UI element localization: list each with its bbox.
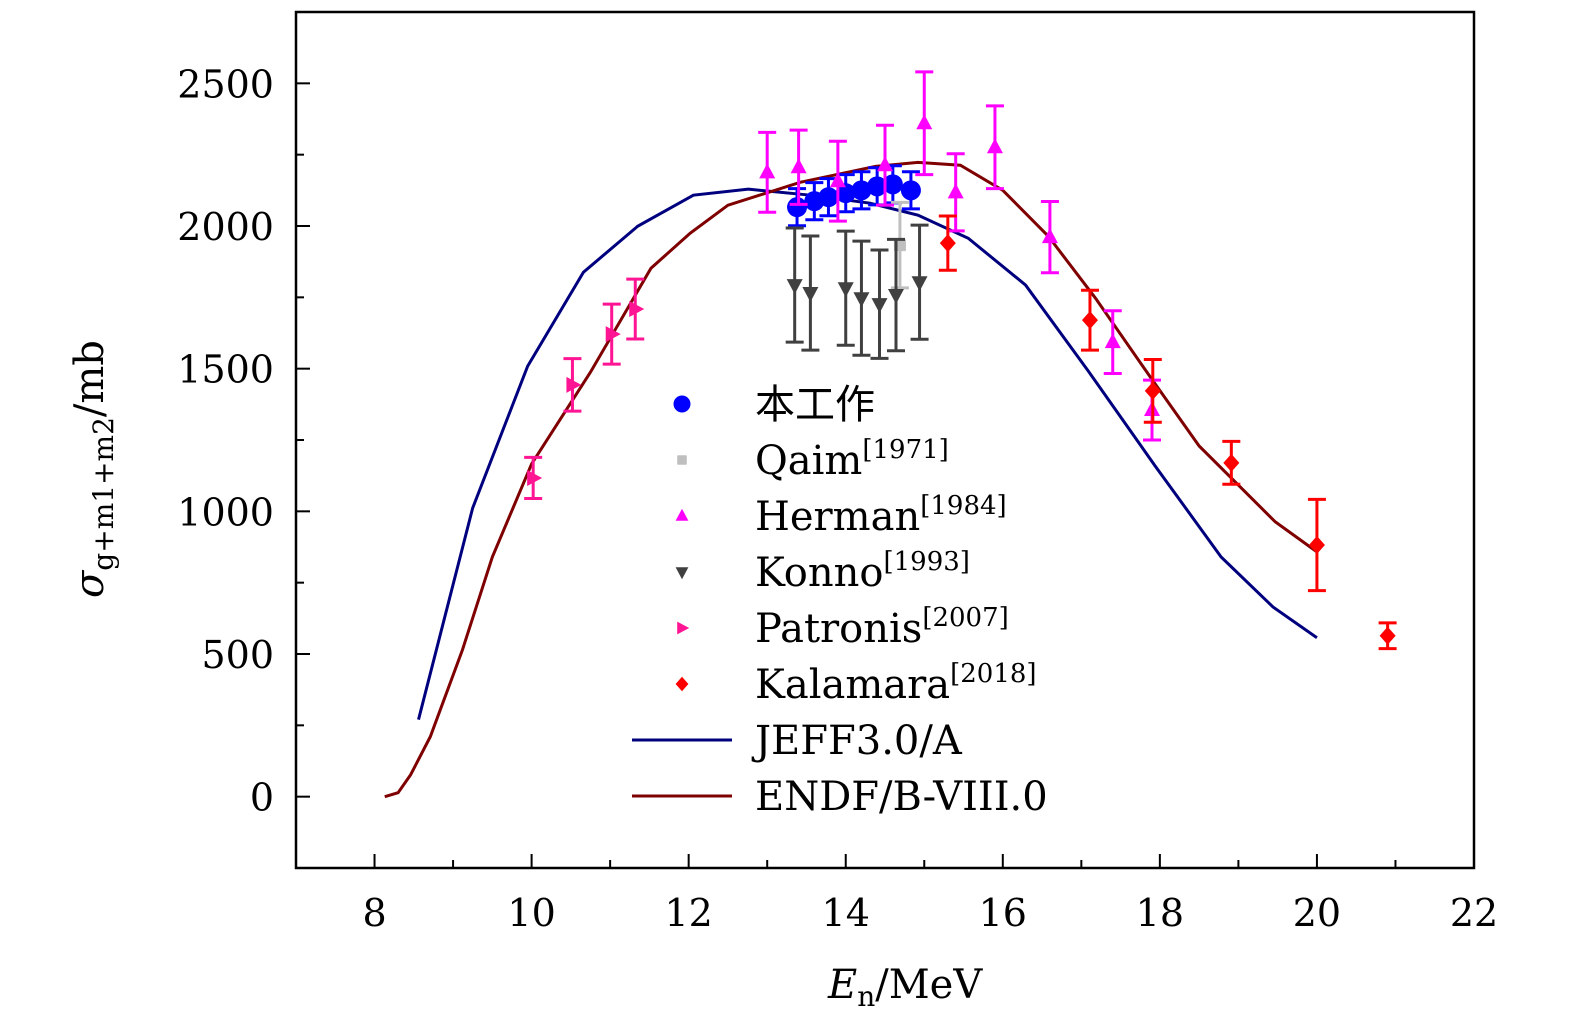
y-tick-label: 0 (250, 776, 274, 820)
legend-item: Konno[1993] (675, 547, 970, 596)
line-jeff3-0-a (417, 187, 1318, 720)
series-qaim (890, 200, 909, 290)
data-point (916, 114, 933, 130)
legend-item: Kalamara[2018] (675, 659, 1037, 708)
line-endf-b-viii-0 (384, 160, 1318, 799)
legend: 本工作 Qaim[1971] Herman[1984] Konno[1993] Patr… (632, 382, 1048, 820)
data-point (605, 326, 621, 343)
series-- (787, 164, 921, 228)
data-point (939, 234, 956, 253)
legend-label: JEFF3.0/A (751, 718, 963, 764)
series-konno (785, 223, 929, 360)
legend-item: 本工作 (673, 382, 875, 428)
x-tick-label: 10 (507, 891, 555, 935)
data-point (1379, 626, 1396, 645)
series-kalamara (938, 214, 1397, 651)
data-point (759, 163, 776, 179)
x-tick-label: 16 (979, 891, 1027, 935)
model-curves (384, 160, 1318, 799)
data-point (1104, 333, 1121, 349)
legend-marker (673, 395, 691, 413)
x-tick-label: 8 (362, 891, 386, 935)
legend-marker (677, 455, 687, 465)
data-point (629, 301, 645, 318)
data-point (911, 276, 928, 292)
data-point (527, 469, 543, 486)
legend-label: Kalamara[2018] (755, 659, 1037, 708)
data-point (986, 138, 1003, 154)
legend-item: Qaim[1971] (677, 435, 949, 484)
data-point (786, 279, 803, 295)
data-point (1081, 311, 1098, 330)
data-point (837, 282, 854, 298)
data-point (871, 298, 888, 314)
x-tick-label: 12 (664, 891, 712, 935)
data-point (802, 287, 819, 303)
series-herman (758, 70, 1162, 442)
data-point (887, 289, 904, 305)
legend-marker (675, 676, 689, 692)
data-point (1144, 381, 1161, 400)
data-point (818, 187, 839, 208)
data-point (1308, 536, 1325, 555)
legend-marker (677, 621, 690, 635)
x-axis-label: En/MeV (827, 962, 983, 1013)
y-axis-label: σg+m1+m2/mb (67, 340, 120, 598)
data-point (1041, 228, 1058, 244)
data-point (787, 197, 808, 218)
y-tick-label: 1500 (177, 348, 274, 392)
legend-label: Qaim[1971] (755, 435, 949, 484)
legend-item: ENDF/B-VIII.0 (632, 774, 1048, 820)
legend-marker (675, 508, 689, 521)
data-point (867, 176, 888, 197)
data-point (877, 156, 893, 172)
series-patronis (524, 277, 645, 500)
data-point (851, 180, 872, 201)
data-points (524, 70, 1397, 651)
data-point (566, 376, 582, 393)
y-tick-label: 500 (201, 633, 274, 677)
x-tick-label: 22 (1450, 891, 1498, 935)
legend-label: Konno[1993] (755, 547, 970, 596)
data-point (790, 158, 807, 174)
legend-marker (675, 567, 689, 580)
legend-label: ENDF/B-VIII.0 (755, 774, 1048, 820)
legend-label: 本工作 (755, 382, 875, 428)
data-point (835, 183, 856, 204)
legend-item: JEFF3.0/A (632, 718, 963, 764)
x-tick-label: 18 (1136, 891, 1184, 935)
data-point (900, 180, 921, 201)
x-tick-label: 20 (1293, 891, 1341, 935)
data-point (882, 174, 903, 195)
x-tick-label: 14 (822, 891, 870, 935)
data-point (853, 292, 870, 308)
y-tick-label: 1000 (177, 490, 274, 534)
data-point (947, 183, 964, 199)
legend-label: Herman[1984] (755, 491, 1007, 540)
y-tick-label: 2500 (177, 62, 274, 106)
legend-item: Patronis[2007] (677, 603, 1009, 652)
data-point (829, 172, 846, 188)
data-point (1223, 453, 1240, 472)
legend-item: Herman[1984] (675, 491, 1007, 540)
axes: 8 10 12 14 16 18 20 22 0 500 1000 1500 2000 2500 (177, 62, 1498, 935)
y-tick-label: 2000 (177, 205, 274, 249)
legend-label: Patronis[2007] (755, 603, 1009, 652)
